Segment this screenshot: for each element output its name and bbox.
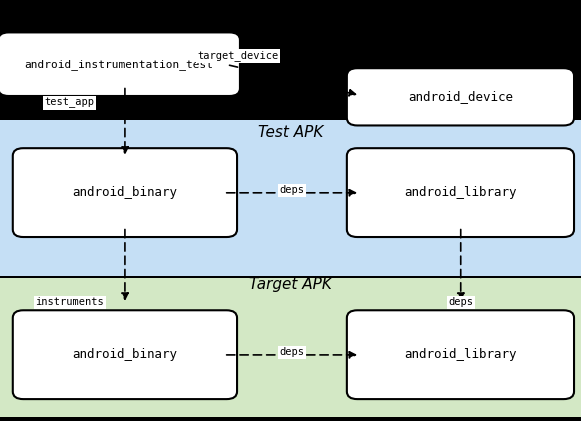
Text: instruments: instruments — [35, 297, 104, 307]
Bar — [0, 278, 581, 417]
FancyBboxPatch shape — [0, 32, 240, 96]
Text: test_app: test_app — [45, 98, 95, 108]
Text: android_device: android_device — [408, 91, 513, 103]
Text: deps: deps — [279, 347, 305, 357]
FancyBboxPatch shape — [347, 310, 574, 399]
Bar — [0, 120, 581, 276]
Text: Test APK: Test APK — [258, 125, 323, 140]
Text: android_library: android_library — [404, 348, 517, 361]
Text: android_instrumentation_test: android_instrumentation_test — [24, 59, 214, 69]
FancyBboxPatch shape — [347, 148, 574, 237]
Text: deps: deps — [279, 185, 305, 195]
FancyBboxPatch shape — [13, 148, 237, 237]
Text: android_binary: android_binary — [73, 348, 177, 361]
FancyBboxPatch shape — [347, 68, 574, 125]
Text: target_device: target_device — [198, 50, 279, 61]
Text: android_library: android_library — [404, 186, 517, 199]
Text: deps: deps — [448, 297, 474, 307]
FancyBboxPatch shape — [13, 310, 237, 399]
Text: android_binary: android_binary — [73, 186, 177, 199]
Text: Target APK: Target APK — [249, 277, 332, 292]
